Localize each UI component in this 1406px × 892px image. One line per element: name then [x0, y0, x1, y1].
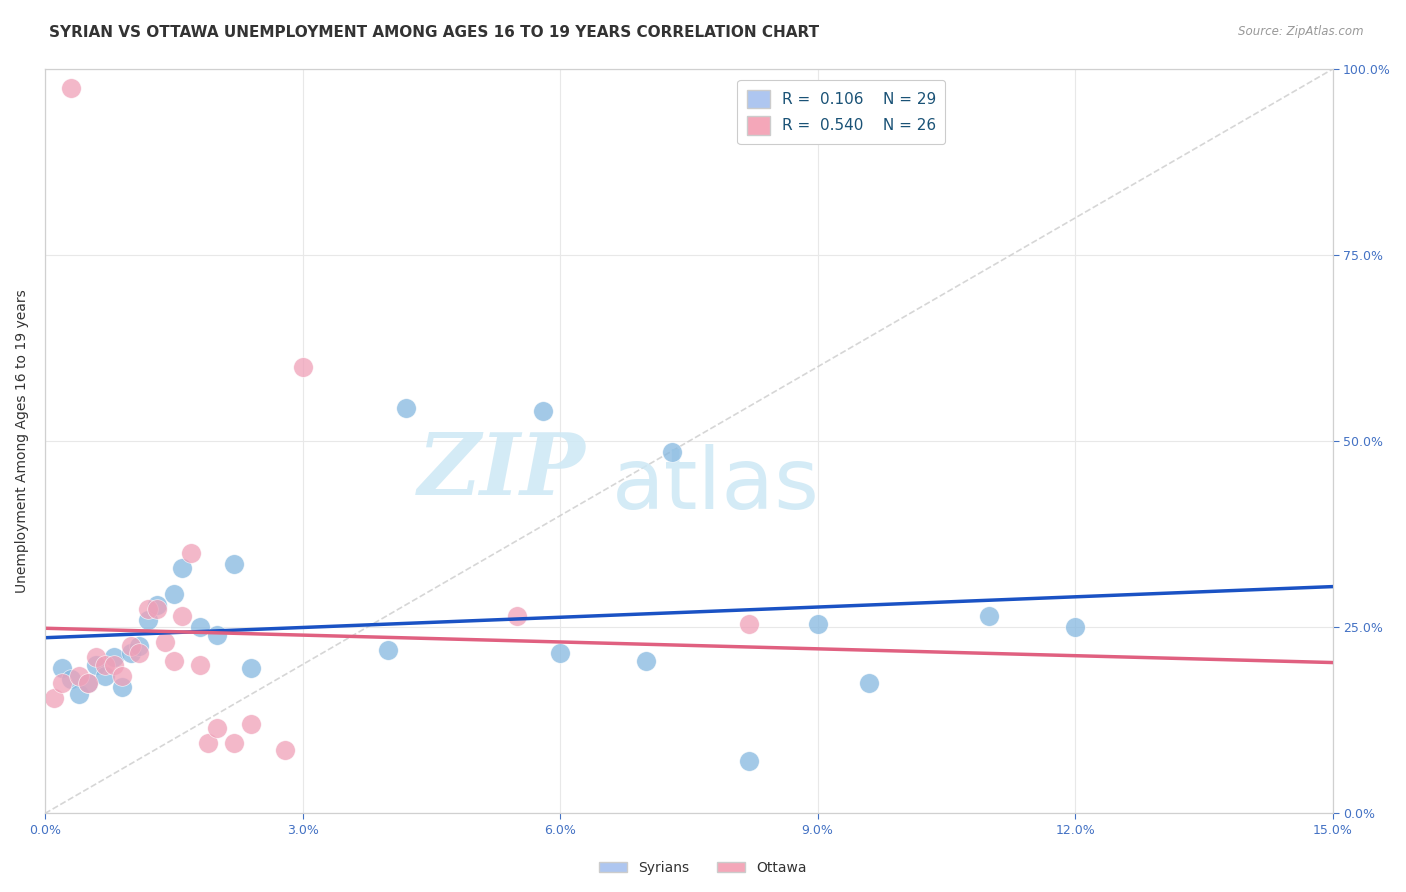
Point: [120, 639, 142, 653]
Point: [172, 561, 194, 575]
Point: [128, 639, 150, 653]
Point: [634, 654, 657, 668]
Point: [188, 620, 211, 634]
Point: [205, 628, 228, 642]
Point: [1064, 620, 1087, 634]
Point: [274, 743, 297, 757]
Point: [197, 736, 219, 750]
Point: [506, 609, 529, 624]
Point: [111, 680, 134, 694]
Y-axis label: Unemployment Among Ages 16 to 19 years: Unemployment Among Ages 16 to 19 years: [15, 289, 30, 593]
Point: [103, 650, 125, 665]
Point: [67, 687, 90, 701]
Point: [205, 721, 228, 735]
Point: [94, 657, 117, 672]
Point: [394, 401, 416, 415]
Point: [240, 661, 263, 675]
Point: [240, 717, 263, 731]
Point: [163, 654, 186, 668]
Legend: R =  0.106    N = 29, R =  0.540    N = 26: R = 0.106 N = 29, R = 0.540 N = 26: [738, 80, 945, 144]
Point: [59, 80, 82, 95]
Point: [86, 657, 108, 672]
Text: Source: ZipAtlas.com: Source: ZipAtlas.com: [1239, 25, 1364, 38]
Point: [979, 609, 1001, 624]
Point: [291, 359, 314, 374]
Point: [222, 557, 245, 571]
Point: [128, 647, 150, 661]
Point: [51, 661, 73, 675]
Point: [738, 616, 761, 631]
Point: [858, 676, 880, 690]
Point: [120, 647, 142, 661]
Point: [145, 601, 167, 615]
Point: [153, 635, 176, 649]
Point: [180, 546, 202, 560]
Point: [738, 755, 761, 769]
Point: [42, 691, 65, 706]
Point: [51, 676, 73, 690]
Point: [163, 587, 186, 601]
Point: [77, 676, 100, 690]
Point: [86, 650, 108, 665]
Point: [377, 642, 399, 657]
Point: [67, 669, 90, 683]
Text: atlas: atlas: [612, 444, 820, 527]
Text: ZIP: ZIP: [418, 429, 586, 513]
Point: [222, 736, 245, 750]
Point: [548, 647, 571, 661]
Point: [661, 445, 683, 459]
Text: SYRIAN VS OTTAWA UNEMPLOYMENT AMONG AGES 16 TO 19 YEARS CORRELATION CHART: SYRIAN VS OTTAWA UNEMPLOYMENT AMONG AGES…: [49, 25, 820, 40]
Point: [136, 613, 159, 627]
Point: [145, 598, 167, 612]
Point: [59, 673, 82, 687]
Legend: Syrians, Ottawa: Syrians, Ottawa: [593, 855, 813, 880]
Point: [94, 669, 117, 683]
Point: [77, 676, 100, 690]
Point: [136, 601, 159, 615]
Point: [531, 404, 554, 418]
Point: [807, 616, 830, 631]
Point: [103, 657, 125, 672]
Point: [111, 669, 134, 683]
Point: [188, 657, 211, 672]
Point: [172, 609, 194, 624]
